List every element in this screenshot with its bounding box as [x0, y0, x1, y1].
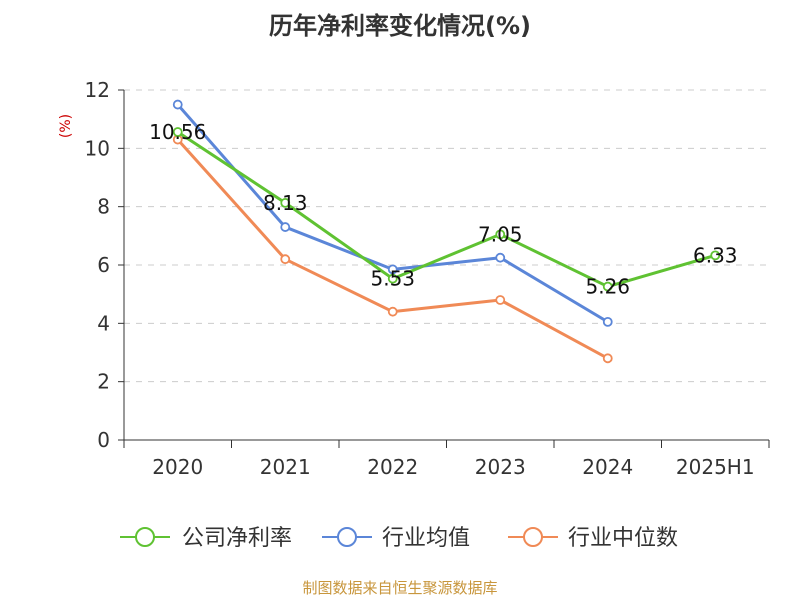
x-tick-label: 2024: [582, 455, 633, 479]
chart-title: 历年净利率变化情况(%): [269, 12, 531, 40]
x-tick-label: 2020: [152, 455, 203, 479]
source-note: 制图数据来自恒生聚源数据库: [302, 579, 497, 597]
legend-label: 行业中位数: [568, 526, 678, 551]
y-axis-label: (%): [58, 114, 74, 138]
data-point: [710, 250, 721, 261]
grid-lines: [124, 89, 769, 383]
data-label: 6.33: [693, 243, 738, 267]
x-tick-label: 2023: [475, 455, 526, 479]
legend-label: 行业均值: [382, 526, 470, 551]
data-point: [495, 229, 506, 240]
data-point: [172, 99, 183, 110]
data-point: [387, 306, 398, 317]
data-label: 10.56: [149, 120, 206, 144]
data-point: [387, 264, 398, 275]
legend-item: 行业中位数: [508, 526, 678, 551]
data-point: [280, 254, 291, 265]
legend-item: 行业均值: [322, 526, 470, 551]
data-point: [172, 127, 183, 137]
y-tick-label: 4: [97, 311, 110, 335]
data-point: [280, 197, 291, 208]
legend-swatch-marker: [523, 527, 543, 547]
data-point: [280, 222, 291, 232]
data-point: [602, 281, 613, 292]
axes: [118, 89, 770, 448]
y-tick-label: 2: [97, 370, 110, 394]
x-tick-label: 2021: [260, 455, 311, 479]
data-labels: 10.56 8.13 5.53 7.05 5.26 6.33: [149, 120, 737, 299]
y-tick-label: 12: [85, 78, 110, 102]
y-tick-label: 10: [85, 136, 110, 160]
data-point: [602, 316, 613, 327]
x-tick-labels: 2020 2021 2022 2023 2024 2025H1: [152, 455, 754, 479]
y-tick-label: 6: [97, 253, 110, 277]
x-tick-label: 2022: [367, 455, 418, 479]
legend-swatch-marker: [337, 527, 357, 547]
data-point: [495, 252, 506, 263]
data-point: [387, 273, 398, 284]
data-label: 5.53: [370, 267, 415, 291]
legend-swatch-marker: [135, 527, 155, 547]
legend-item: 公司净利率: [120, 526, 292, 551]
legend-label: 公司净利率: [182, 526, 292, 551]
legend: 公司净利率 行业均值 行业中位数: [120, 526, 678, 551]
series-lines: [172, 99, 721, 364]
data-point: [495, 295, 506, 305]
data-label: 5.26: [585, 275, 630, 299]
data-label: 8.13: [263, 191, 308, 215]
data-label: 7.05: [478, 222, 523, 246]
y-tick-labels: 0 2 4 6 8 10 12: [85, 78, 110, 452]
series-line: [176, 130, 716, 289]
y-tick-label: 8: [97, 195, 110, 219]
series-line: [176, 138, 609, 360]
data-point: [602, 353, 613, 364]
y-tick-label: 0: [97, 428, 110, 452]
x-tick-label: 2025H1: [676, 455, 755, 479]
